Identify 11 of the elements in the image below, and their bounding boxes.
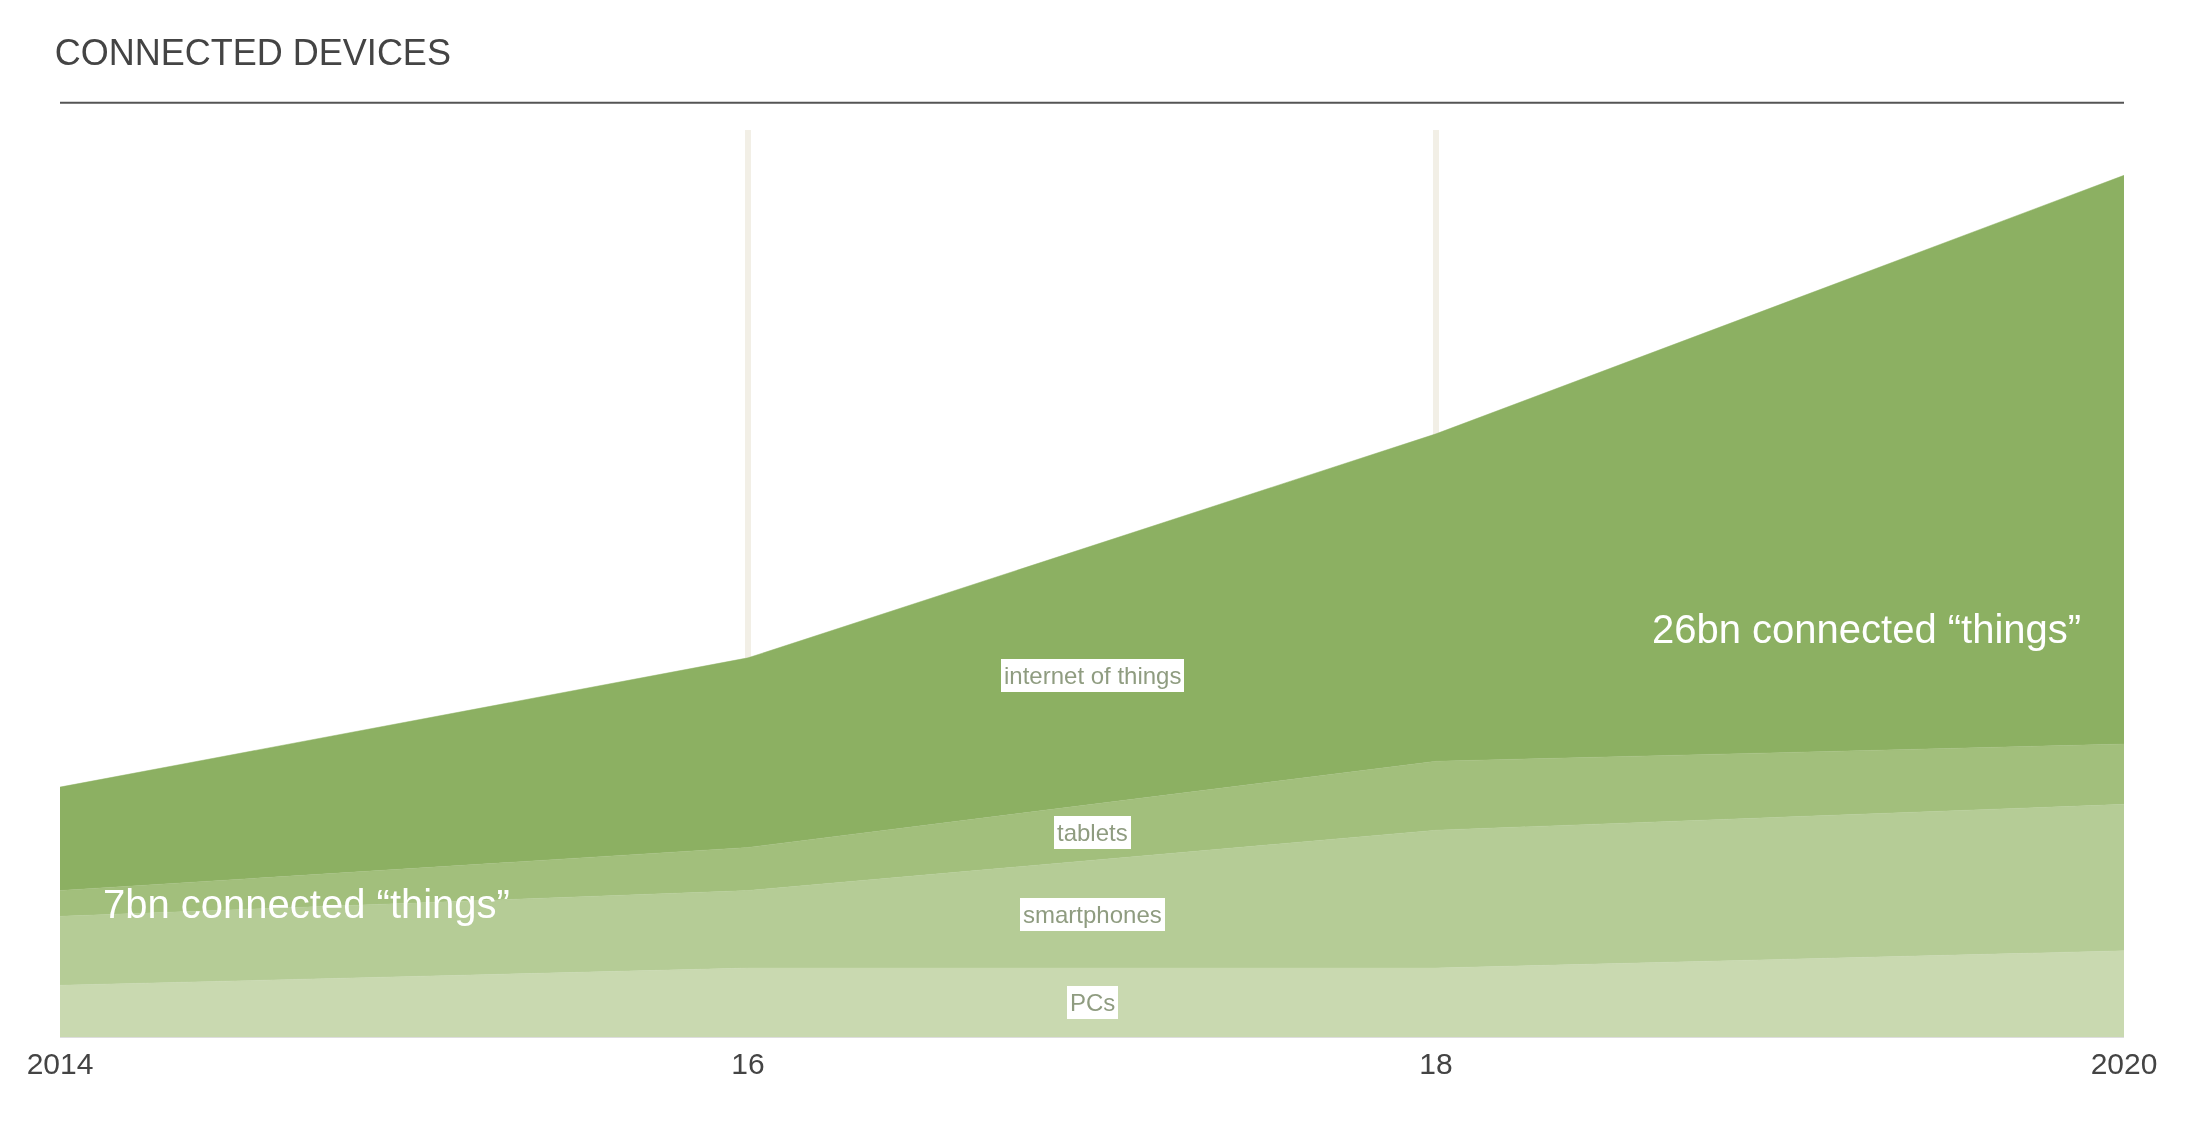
x-tick-label: 16	[731, 1047, 765, 1080]
annotation: 7bn connected “things”	[103, 882, 510, 926]
chart-title: CONNECTED DEVICES	[54, 31, 451, 73]
series-label: tablets	[1057, 819, 1128, 846]
x-tick-label: 2014	[26, 1047, 94, 1080]
x-tick-label: 18	[1419, 1047, 1453, 1080]
x-tick-label: 2020	[2090, 1047, 2158, 1080]
series-label: PCs	[1070, 989, 1116, 1016]
series-label: smartphones	[1023, 901, 1162, 928]
annotation: 26bn connected “things”	[1652, 607, 2082, 651]
series-label: internet of things	[1004, 662, 1182, 689]
